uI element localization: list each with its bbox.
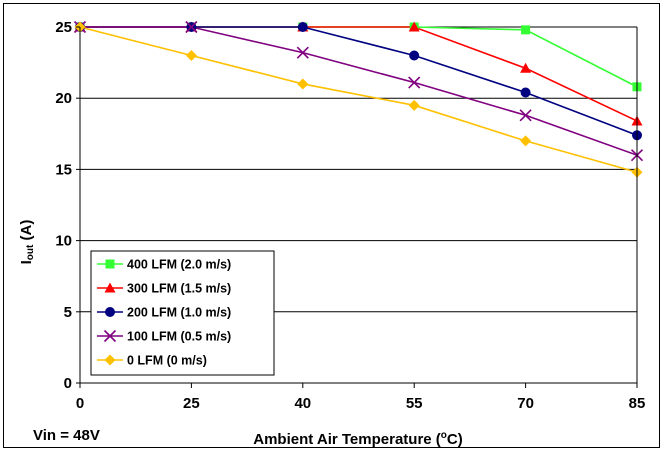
x-tick-labels: 0 25 40 55 70 85 bbox=[76, 383, 646, 412]
legend-label: 200 LFM (1.0 m/s) bbox=[127, 306, 231, 320]
data-point bbox=[408, 99, 420, 111]
y-axis-title: Iout (A) bbox=[18, 220, 36, 265]
x-axis-title: Ambient Air Temperature (oC) bbox=[253, 430, 462, 448]
data-point bbox=[521, 25, 531, 35]
data-point bbox=[408, 21, 420, 32]
series-line bbox=[79, 26, 638, 174]
x-tick-label: 85 bbox=[629, 395, 646, 412]
x-tick-label: 25 bbox=[183, 395, 200, 412]
data-point bbox=[297, 22, 308, 32]
y-tick-label: 15 bbox=[55, 161, 72, 178]
legend-label: 400 LFM (2.0 m/s) bbox=[127, 258, 231, 272]
legend-marker bbox=[104, 282, 116, 293]
data-point bbox=[519, 109, 532, 122]
data-point bbox=[185, 49, 197, 61]
data-point bbox=[185, 20, 198, 34]
series-lines bbox=[79, 26, 638, 174]
legend-label: 100 LFM (0.5 m/s) bbox=[127, 330, 231, 344]
data-point bbox=[520, 87, 531, 98]
legend-box bbox=[90, 250, 275, 376]
y-tick-label: 20 bbox=[55, 90, 72, 107]
y-tick-labels: 0 5 10 15 20 25 bbox=[55, 19, 80, 392]
series-markers bbox=[73, 20, 644, 178]
x-tick-label: 0 bbox=[76, 395, 84, 412]
data-point bbox=[520, 62, 532, 73]
legend-item: 0 LFM (0 m/s) bbox=[97, 354, 207, 368]
x-tick-label: 70 bbox=[517, 395, 534, 412]
x-tick-label: 40 bbox=[294, 395, 311, 412]
vin-note: Vin = 48V bbox=[33, 427, 100, 444]
series-line bbox=[80, 26, 638, 156]
data-point bbox=[409, 50, 420, 61]
y-tick-label: 25 bbox=[55, 19, 72, 36]
legend-item: 100 LFM (0.5 m/s) bbox=[97, 330, 231, 344]
legend-marker bbox=[105, 259, 115, 269]
y-tick-label: 10 bbox=[55, 233, 72, 250]
data-point bbox=[408, 76, 421, 89]
legend-marker bbox=[103, 329, 117, 343]
legend-item: 400 LFM (2.0 m/s) bbox=[97, 258, 231, 272]
legend-marker bbox=[104, 354, 116, 366]
y-tick-label: 0 bbox=[64, 375, 72, 392]
x-tick-label: 55 bbox=[406, 395, 423, 412]
legend-marker bbox=[105, 307, 115, 317]
legend-label: 300 LFM (1.5 m/s) bbox=[127, 282, 231, 296]
legend-item: 200 LFM (1.0 m/s) bbox=[97, 306, 231, 320]
legend-item: 300 LFM (1.5 m/s) bbox=[97, 282, 231, 296]
axes bbox=[79, 27, 638, 384]
data-point bbox=[296, 46, 309, 59]
data-point bbox=[520, 135, 532, 147]
legend-label: 0 LFM (0 m/s) bbox=[127, 354, 207, 368]
data-point bbox=[297, 78, 309, 90]
series-line bbox=[80, 26, 638, 88]
y-tick-label: 5 bbox=[64, 304, 72, 321]
legend: 400 LFM (2.0 m/s) 300 LFM (1.5 m/s) 200 LF… bbox=[90, 250, 275, 376]
